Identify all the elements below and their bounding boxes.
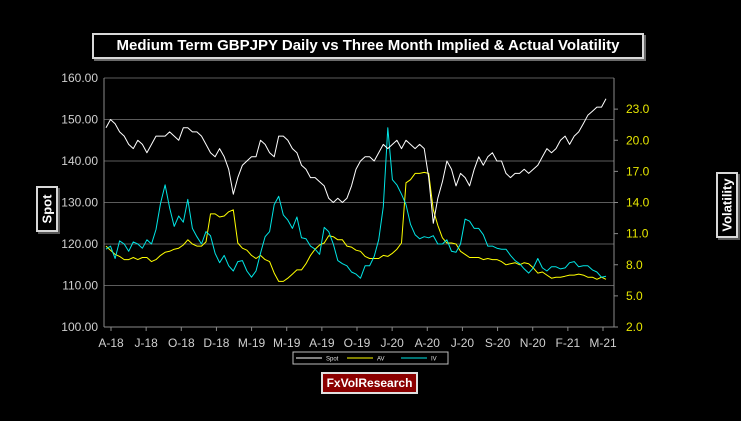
left-tick-label: 120.00 [61,237,98,251]
brand-badge: FxVolResearch [321,372,418,394]
y-axis-title-text: Spot [39,194,55,224]
x-tick-label: M-19 [238,336,266,350]
left-axis-ticks: 100.00 110.00 120.00 130.00 140.00 150.00 160.… [61,71,98,334]
right-tick-label: 11.0 [626,227,649,241]
x-tick-label: M-19 [273,336,301,350]
left-tick-label: 160.00 [61,71,98,85]
x-tick-label: O-18 [168,336,195,350]
legend-label-av: AV [377,357,385,363]
x-tick-label: A-18 [98,336,124,350]
x-tick-label: J-20 [451,336,475,350]
x-axis-ticks: A-18 J-18 O-18 D-18 M-19 M-19 A-19 O-19 J-20 A-20… [98,327,617,350]
series-line-iv [105,127,607,279]
right-tick-label: 8.0 [626,258,643,272]
legend: Spot AV IV [292,351,449,365]
left-tick-label: 100.00 [61,320,98,334]
x-tick-label: J-18 [134,336,158,350]
x-tick-label: A-19 [309,336,335,350]
right-tick-label: 14.0 [626,196,650,210]
left-tick-label: 150.00 [61,113,98,127]
left-tick-label: 110.00 [62,279,98,293]
y2-axis-title-text: Volatility [719,178,735,232]
right-tick-label: 17.0 [626,164,650,178]
x-tick-label: A-20 [415,336,441,350]
series-line-av [105,171,607,282]
right-tick-label: 2.0 [626,320,643,334]
right-axis-ticks: 2.0 5.0 8.0 11.0 14.0 17.0 20.0 23.0 [614,102,650,334]
gridlines [103,77,615,328]
left-tick-label: 140.00 [61,154,98,168]
right-tick-label: 20.0 [626,133,650,147]
x-tick-label: O-19 [344,336,371,350]
series-lines [105,98,607,282]
x-tick-label: D-18 [203,336,229,350]
x-tick-label: S-20 [485,336,511,350]
left-tick-label: 130.00 [61,196,98,210]
x-tick-label: N-20 [520,336,546,350]
right-tick-label: 5.0 [626,289,643,303]
series-line-spot [105,98,607,224]
x-tick-label: M-21 [589,336,617,350]
y-axis-title-spot: Spot [36,186,58,232]
chart-title: Medium Term GBPJPY Daily vs Three Month … [92,33,644,59]
legend-label-iv: IV [431,357,437,363]
x-tick-label: J-20 [380,336,404,350]
y2-axis-title-volatility: Volatility [716,172,738,238]
x-tick-label: F-21 [556,336,581,350]
legend-label-spot: Spot [326,357,339,363]
right-tick-label: 23.0 [626,102,650,116]
